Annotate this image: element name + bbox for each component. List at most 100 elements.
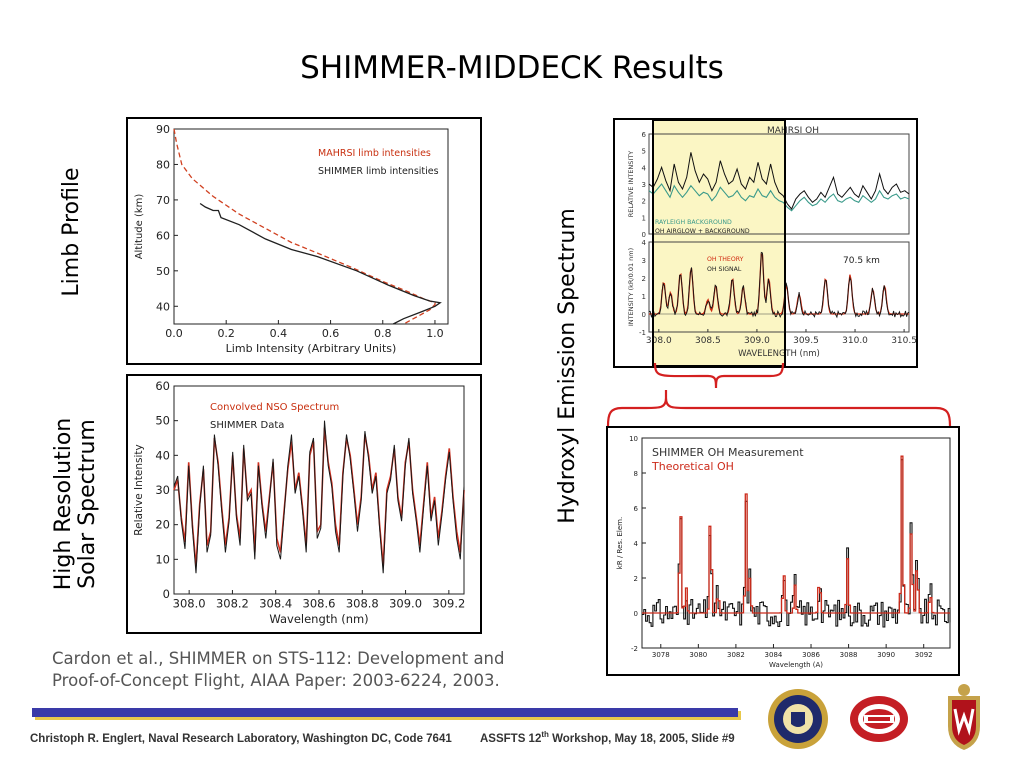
x-tick-label: 308.0 [646,336,672,346]
x-axis-label: Wavelength (nm) [269,612,368,626]
y-tick-label: 0 [634,610,638,618]
series-line-shimmer [199,202,442,325]
citation: Cardon et al., SHIMMER on STS-112: Devel… [52,649,505,690]
x-axis-label: WAVELENGTH (nm) [738,349,820,359]
x-tick-label: 309.0 [744,336,770,346]
x-tick-label: 1.0 [426,327,444,340]
x-tick-label: 3078 [652,651,670,659]
mahrsi-chart-panel: 0 1 2 3 4 5 6 MAHRSI OH RELATIVE INTENSITY RAYLEI… [613,118,918,368]
series-line-theory [642,455,950,614]
y-tick-label: -2 [631,645,638,653]
legend-oh-theory: OH THEORY [707,256,744,263]
x-tick-label: 308.2 [216,597,249,611]
y-tick-label: 40 [156,300,170,313]
y-tick-label: 60 [156,229,170,242]
y-tick-label: 6 [634,505,639,513]
shimmer-oh-chart: -2 0 2 4 6 8 10 3078 3080 3082 3084 3086 3088 3090 309… [616,435,951,669]
legend-shimmer: SHIMMER Data [210,420,284,431]
y-tick-label: 40 [155,448,170,462]
legend-airglow: OH AIRGLOW + BACKGROUND [655,228,750,235]
navy-seal-logo [768,689,828,749]
x-axis-label: Limb Intensity (Arbitrary Units) [226,342,397,355]
y-tick-label: 5 [642,148,646,156]
plot-frame [173,385,465,595]
y-tick-label: 3 [642,181,646,189]
x-tick-label: 3092 [915,651,933,659]
altitude-annotation: 70.5 km [843,256,880,266]
y-tick-label: 0 [642,311,646,319]
series-line-oh-signal [648,251,910,319]
footer-bar [32,708,738,717]
y-axis-label: INTENSITY (kR/0.01 nm) [627,248,635,326]
y-axis-label: RELATIVE INTENSITY [627,151,635,218]
x-tick-label: 0.8 [374,327,392,340]
y-tick-label: 30 [155,483,170,497]
series-line-rayleigh [648,183,910,212]
x-tick-label: 0.0 [165,327,183,340]
mahrsi-chart: 0 1 2 3 4 5 6 MAHRSI OH RELATIVE INTENSITY RAYLEI… [627,119,917,367]
y-tick-label: 8 [634,470,638,478]
y-tick-label: 70 [156,194,170,207]
x-tick-label: 310.0 [842,336,868,346]
label-hi-res-solar: High Resolution Solar Spectrum [51,417,100,591]
x-tick-label: 3084 [765,651,783,659]
y-tick-label: 50 [156,265,170,278]
x-tick-label: 308.5 [695,336,721,346]
wheel-c-logo [850,696,908,742]
y-tick-label: 4 [642,239,647,247]
y-tick-label: 10 [155,552,170,566]
x-axis-label: Wavelength (A) [769,661,823,669]
legend-rayleigh: RAYLEIGH BACKGROUND [655,219,732,226]
plot-frame [173,128,449,325]
x-tick-label: 308.8 [346,597,379,611]
limb-chart: 0.0 0.2 0.4 0.6 0.8 1.0 40 50 60 70 80 90 Limb Inten… [134,123,449,355]
x-tick-label: 3090 [877,651,895,659]
y-tick-label: 3 [642,257,646,265]
y-tick-label: 2 [634,575,638,583]
y-tick-label: 1 [642,214,646,222]
chart-title: MAHRSI OH [767,126,819,136]
y-tick-label: 80 [156,158,170,171]
series-line-airglow [648,152,910,210]
x-tick-label: 308.0 [173,597,206,611]
y-axis-label: Altitude (km) [134,194,145,260]
solar-chart-panel: 308.0 308.2 308.4 308.6 308.8 309.0 309.2 0 10 20… [126,374,482,634]
series-line-shimmer [173,420,465,574]
footer-author: Christoph R. Englert, Naval Research Lab… [30,733,452,745]
y-tick-label: -1 [639,329,646,337]
x-tick-label: 308.6 [303,597,336,611]
x-tick-label: 309.5 [793,336,819,346]
x-tick-label: 3086 [802,651,820,659]
footer-bar-shadow [36,717,740,720]
legend-oh-signal: OH SIGNAL [707,266,742,273]
plot-frame [648,241,910,333]
wisconsin-crest-logo [948,684,980,750]
limb-chart-panel: 0.0 0.2 0.4 0.6 0.8 1.0 40 50 60 70 80 90 Limb Inten… [126,117,482,365]
x-tick-label: 0.2 [217,327,235,340]
footer-workshop: ASSFTS 12th Workshop, May 18, 2005, Slid… [480,730,735,745]
y-tick-label: 50 [155,414,170,428]
x-tick-label: 310.5 [891,336,916,346]
y-axis-label: Relative Intensity [133,444,145,535]
y-tick-label: 2 [642,198,646,206]
y-tick-label: 1 [642,293,646,301]
legend-measurement: SHIMMER OH Measurement [652,446,804,459]
label-limb-profile: Limb Profile [59,167,84,297]
legend-nso: Convolved NSO Spectrum [210,402,339,413]
y-tick-label: 0 [642,231,646,239]
x-tick-label: 309.2 [432,597,465,611]
y-tick-label: 6 [642,131,647,139]
x-tick-label: 3082 [727,651,745,659]
y-axis-label: kR / Res. Elem. [616,517,624,569]
bracket-connector [606,362,952,427]
solar-chart: 308.0 308.2 308.4 308.6 308.8 309.0 309.2 0 10 20… [133,379,465,626]
y-tick-label: 90 [156,123,170,136]
highlight-region [653,120,785,366]
x-tick-label: 3088 [840,651,858,659]
x-tick-label: 308.4 [259,597,292,611]
y-tick-label: 0 [163,587,170,601]
shimmer-oh-chart-panel: -2 0 2 4 6 8 10 3078 3080 3082 3084 3086 3088 3090 309… [606,426,960,676]
legend-mahrsi: MAHRSI limb intensities [318,148,431,159]
x-tick-label: 0.6 [322,327,340,340]
legend-theory: Theoretical OH [651,460,734,473]
